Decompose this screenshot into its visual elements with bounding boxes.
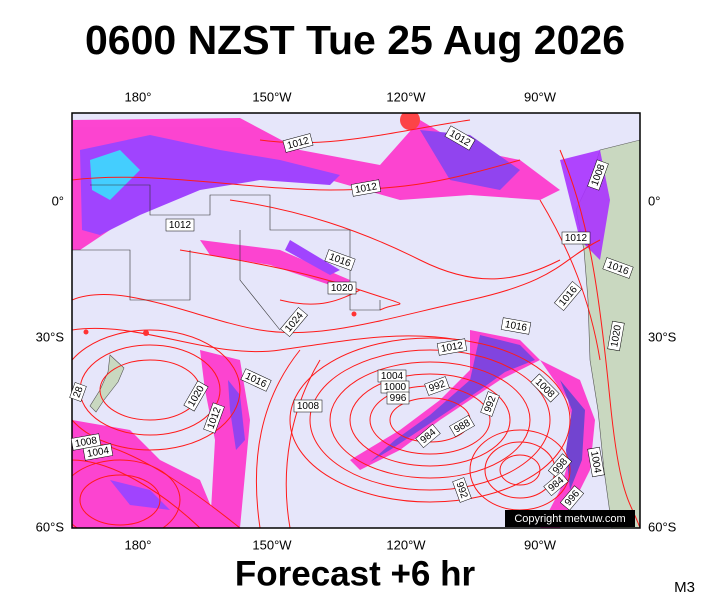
isobar-value: 1020 [331,283,354,294]
latitude-label: 60°S [648,519,677,534]
isobar-label-box [350,179,382,197]
isobar-label: 992 [452,477,472,503]
isobar-label-box [436,338,468,356]
isobar-value: 1004 [588,450,603,474]
isobar-value: 1004 [86,445,110,460]
isobar-label: 1004 [587,446,605,478]
isobar-label: 1012 [350,179,382,197]
longitude-label: 120°W [386,537,426,552]
isobar-label-box [415,423,441,449]
isobar-label-box [587,159,609,191]
isobar-label-box [82,443,114,461]
isobar-label: 1016 [500,317,532,335]
isobar-label-box [480,391,500,417]
isobar-value: 1020 [609,324,624,348]
isobar-label-box [543,471,569,497]
model-code: M3 [674,579,695,596]
isobar-label-box [530,373,560,403]
longitude-label: 90°W [524,537,557,552]
isobar-label: 1008 [70,433,102,451]
isobar-label-box [165,218,195,232]
copyright: Copyright metvuw.com [514,513,625,525]
isobar-value: 1000 [384,382,407,393]
isobar-value: 1012 [440,340,464,355]
isobar-value: 1008 [297,401,320,412]
isobar-label-box [324,249,356,271]
isobar-label-box [240,368,272,392]
isobar-label-box [69,382,87,402]
isobar-label-box [327,281,357,295]
isobar-label-box [607,320,625,352]
isobar-label: 992 [424,376,450,396]
latitude-label: 0° [52,193,64,208]
longitude-label: 180° [125,537,152,552]
isobar-value: 1012 [354,181,378,196]
isobar-value: 996 [390,393,407,404]
latitude-label: 0° [648,193,660,208]
isobar-label-box [547,453,573,479]
isobar-label: 1020 [607,320,625,352]
latitude-label: 60°S [36,519,65,534]
isobar-label-box [203,402,225,434]
longitude-label: 90°W [524,89,557,104]
isobar-label-box [424,376,450,396]
isobar-label-box [449,414,475,438]
isobar-label: 1012 [165,218,195,232]
latitude-label: 30°S [36,329,65,344]
copyright-box [505,510,635,527]
isobar-label-box [444,125,476,151]
isobar-label: 1004 [82,443,114,461]
map-area [72,113,640,528]
isobar-value: 1012 [169,220,192,231]
isobar-label-box [602,257,634,279]
isobar-label: 1020 [327,281,357,295]
isobar-label-box [183,380,209,412]
longitude-label: 150°W [252,89,292,104]
isobar-label-box [386,391,410,405]
isobar-label-box [559,485,585,511]
forecast-footer: Forecast +6 hr [235,554,476,593]
isobar-label: 1004 [377,369,407,383]
isobar-label-box [561,231,591,245]
isobar-label: 28 [69,382,87,402]
isobar-label: 1008 [293,399,323,413]
latitude-label: 30°S [648,329,677,344]
isobar-value: 1012 [565,233,588,244]
longitude-label: 120°W [386,89,426,104]
isobar-label: 1012 [282,133,314,153]
isobar-label-box [554,281,582,311]
isobar-value: 28 [72,385,86,400]
isobar-label-box [293,399,323,413]
isobar-label: 992 [480,391,500,417]
isobar-value: 1004 [381,371,404,382]
isobar-label-box [280,307,308,337]
isobar-label-box [500,317,532,335]
isobar-label-box [452,477,472,503]
isobar-value: 1008 [74,435,98,450]
longitude-label: 180° [125,89,152,104]
isobar-label: 1012 [561,231,591,245]
map-title: 0600 NZST Tue 25 Aug 2026 [85,17,625,63]
isobar-label-box [587,446,605,478]
longitude-label: 150°W [252,537,292,552]
isobar-value: 1016 [504,319,528,334]
isobar-label: 1012 [436,338,468,356]
isobar-label: 1000 [380,380,410,394]
map-frame [71,112,641,529]
isobar-label: 996 [386,391,410,405]
isobar-label-box [282,133,314,153]
